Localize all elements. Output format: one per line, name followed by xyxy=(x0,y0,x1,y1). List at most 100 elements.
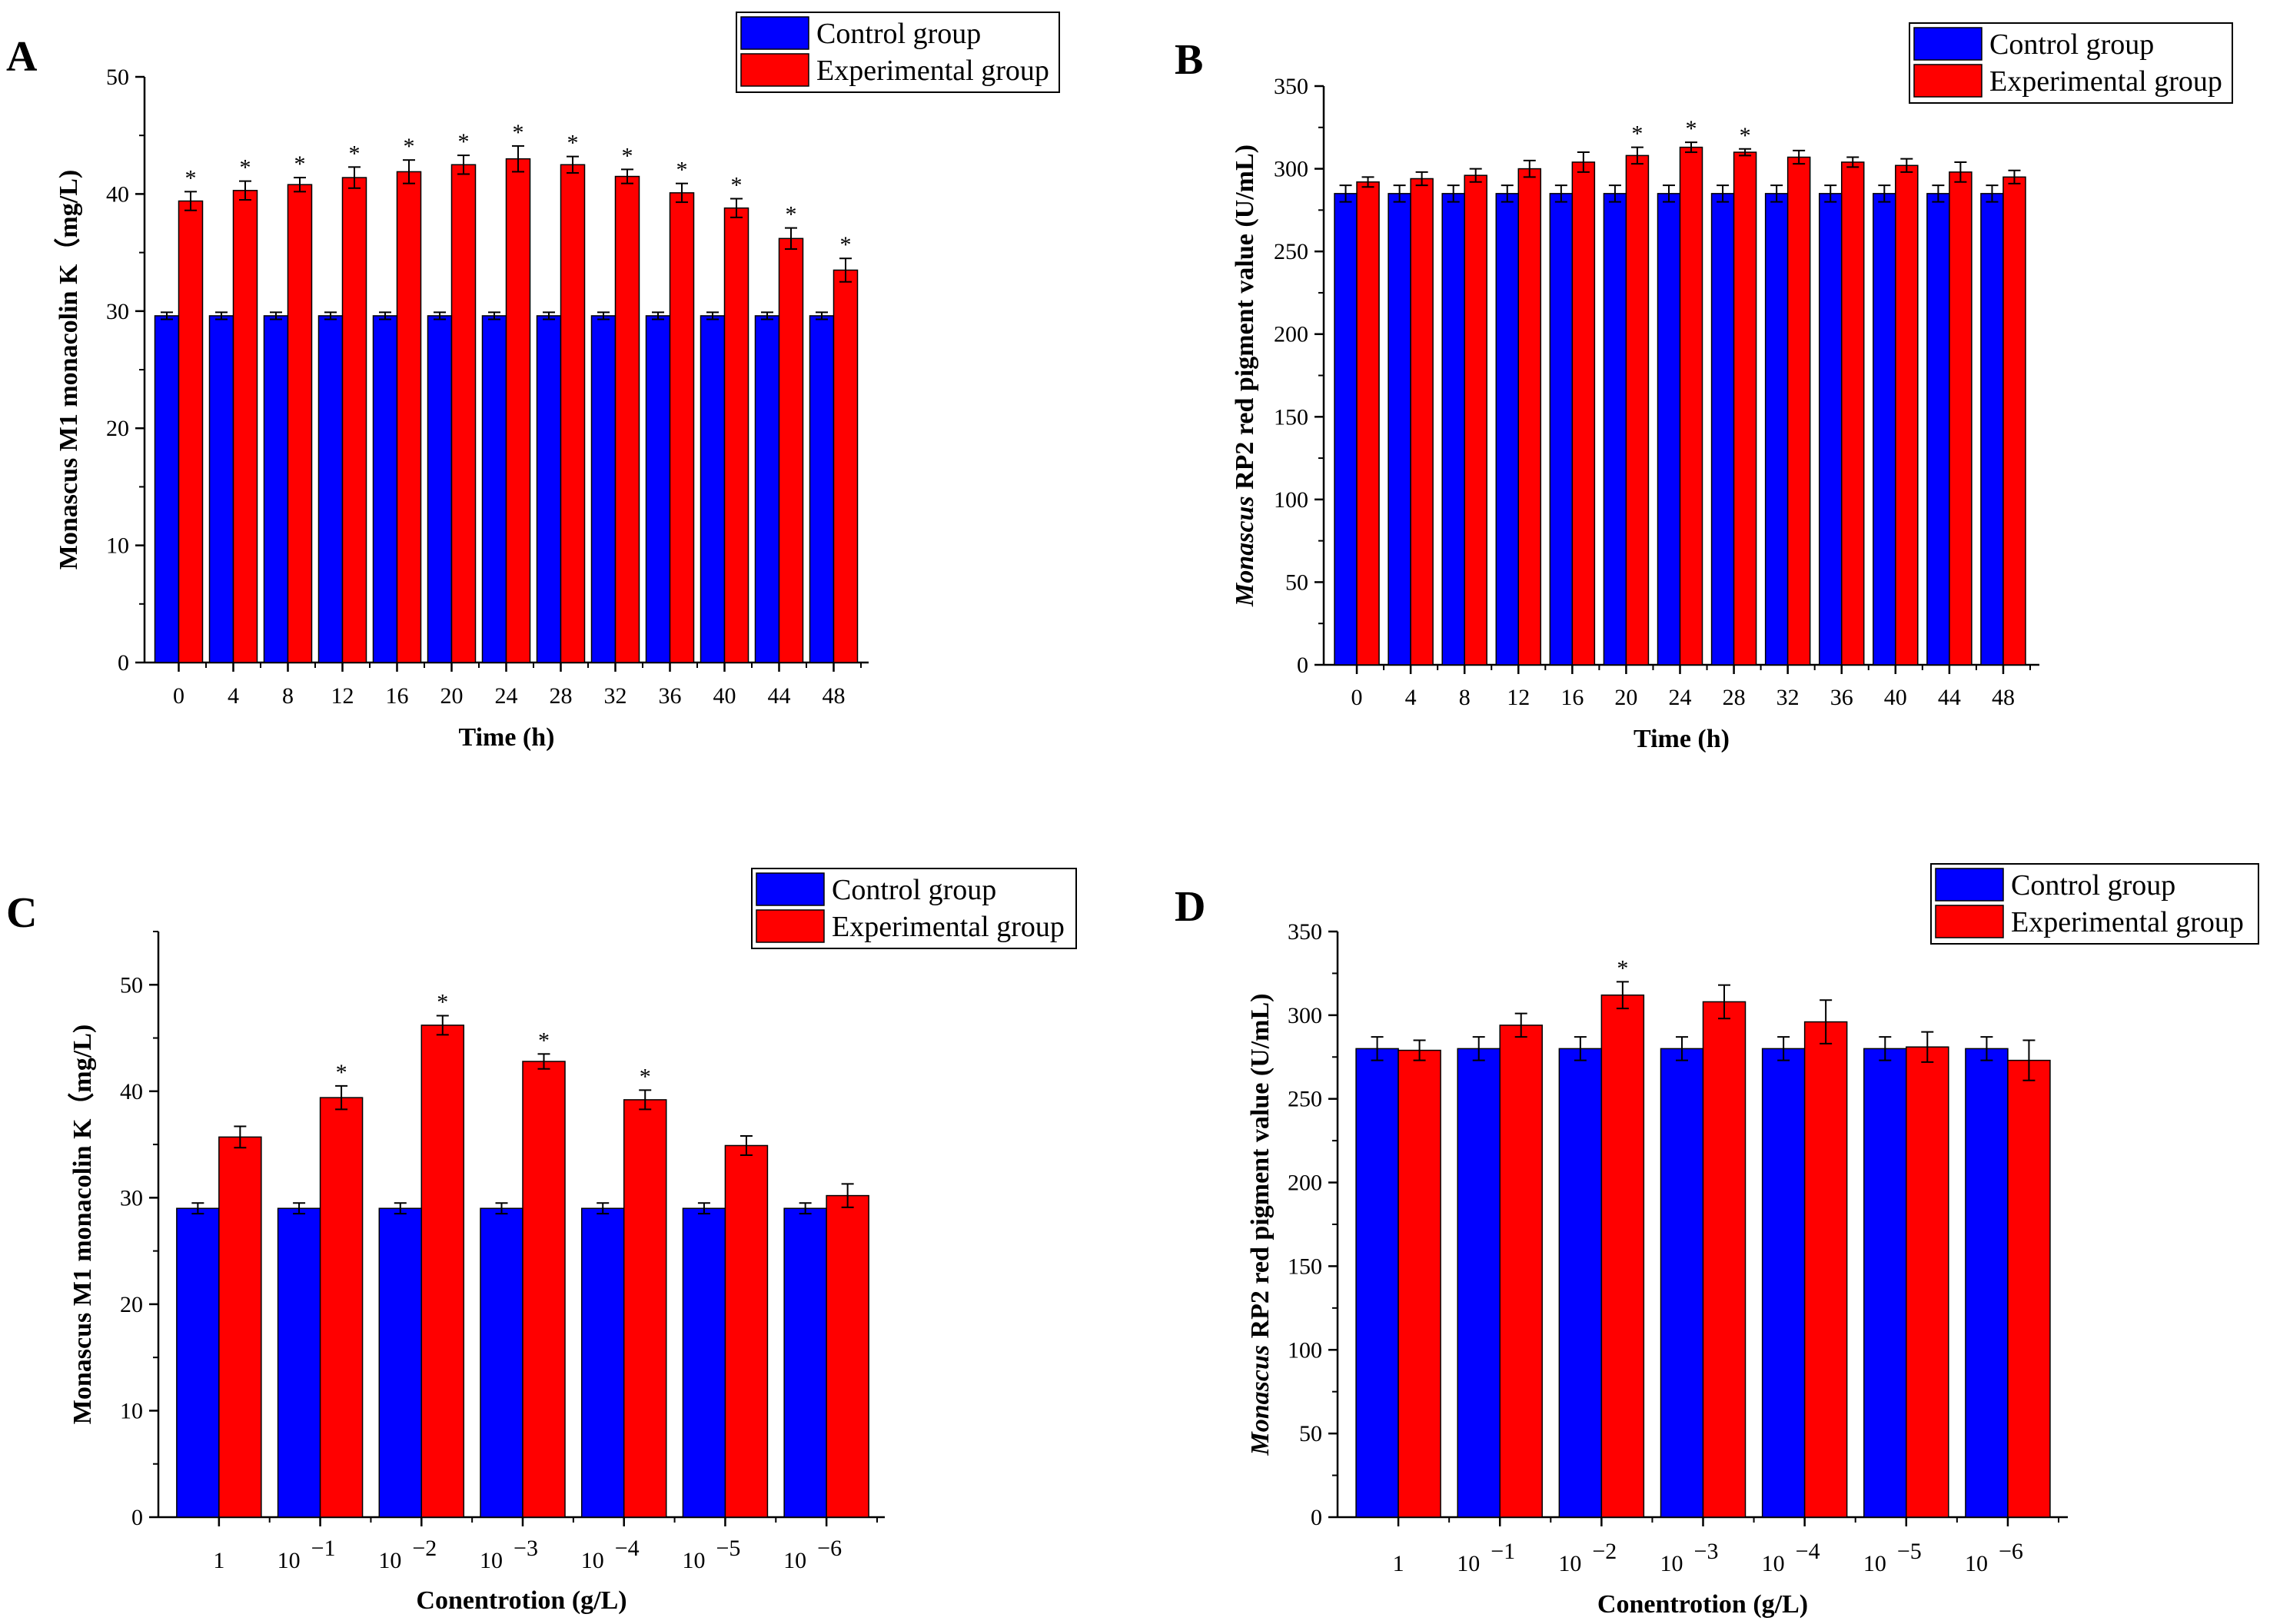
experimental-error-bar xyxy=(730,198,743,218)
control-error-bar xyxy=(543,311,555,320)
legend-swatch-experimental xyxy=(1913,64,1983,98)
control-error-bar xyxy=(1574,1036,1587,1061)
legend-swatch-experimental xyxy=(756,909,825,943)
x-tick-label: 44 xyxy=(1938,685,1961,710)
y-tick-label: 0 xyxy=(118,650,129,676)
significance-mark: * xyxy=(622,143,633,168)
experimental-error-bar xyxy=(436,1015,449,1036)
control-error-bar xyxy=(1447,184,1460,203)
y-tick-label: 350 xyxy=(1274,74,1308,99)
x-tick-label: 10 −6 xyxy=(783,1536,842,1573)
control-bar xyxy=(208,315,234,663)
experimental-error-bar xyxy=(839,257,852,283)
control-error-bar xyxy=(379,311,391,320)
experimental-bar xyxy=(669,192,695,663)
significance-mark: * xyxy=(640,1064,651,1089)
x-tick-label: 1 xyxy=(1393,1551,1404,1576)
control-bar xyxy=(378,1207,423,1518)
legend-label-control: Control group xyxy=(832,874,996,906)
y-axis-title: Monascus RP2 red pigment value (U/mL) xyxy=(1231,144,1259,607)
experimental-error-bar xyxy=(1415,171,1428,187)
control-bar xyxy=(1334,193,1358,666)
x-tick-label: 10 −4 xyxy=(581,1536,640,1573)
significance-mark: * xyxy=(513,120,524,145)
experimental-error-bar xyxy=(1921,1031,1934,1063)
control-bar xyxy=(176,1207,220,1518)
legend-label-control: Control group xyxy=(1989,28,2154,61)
control-error-bar xyxy=(270,311,282,320)
significance-mark: * xyxy=(404,134,415,159)
control-error-bar xyxy=(1980,1036,1993,1061)
control-bar xyxy=(700,315,726,663)
y-tick-label: 50 xyxy=(106,65,129,90)
experimental-bar xyxy=(1840,161,1865,666)
legend-swatch-experimental xyxy=(740,53,809,87)
y-tick-label: 20 xyxy=(106,416,129,441)
experimental-error-bar xyxy=(785,227,797,251)
y-tick-label: 50 xyxy=(120,972,143,998)
control-error-bar xyxy=(434,311,446,320)
legend-swatch-experimental xyxy=(1935,905,2004,938)
experimental-bar xyxy=(2002,176,2026,666)
y-tick-label: 40 xyxy=(120,1079,143,1104)
x-tick-label: 10 −1 xyxy=(1457,1539,1515,1576)
y-tick-label: 10 xyxy=(106,533,129,559)
experimental-bar xyxy=(826,1194,869,1518)
experimental-error-bar xyxy=(639,1089,652,1111)
experimental-error-bar xyxy=(537,1053,550,1070)
x-tick-label: 10 −1 xyxy=(278,1536,336,1573)
x-tick-label: 28 xyxy=(1723,685,1746,710)
legend-swatch-control xyxy=(1913,27,1983,61)
chart-panel-a: A 0 10 20 30 40 50 0 * 4 * 8 * 12 * 16 * 20 * 24 * 28 * 32 * 36 * 4… xyxy=(6,12,1060,752)
experimental-error-bar xyxy=(1718,984,1730,1020)
control-error-bar xyxy=(324,311,337,320)
experimental-bar xyxy=(1786,156,1811,666)
control-error-bar xyxy=(488,311,500,320)
x-tick-label: 20 xyxy=(1614,685,1637,710)
experimental-bar xyxy=(450,164,477,663)
experimental-bar xyxy=(1517,168,1542,666)
control-error-bar xyxy=(1676,1036,1688,1061)
significance-mark: * xyxy=(1686,116,1697,141)
control-error-bar xyxy=(1932,184,1945,203)
experimental-bar xyxy=(1571,161,1596,666)
control-bar xyxy=(1660,1048,1704,1518)
x-tick-label: 10 −2 xyxy=(1558,1539,1617,1576)
control-bar xyxy=(372,315,398,663)
control-error-bar xyxy=(761,311,773,320)
experimental-bar xyxy=(724,1144,769,1518)
y-tick-label: 200 xyxy=(1288,1171,1322,1196)
experimental-bar xyxy=(341,177,367,663)
experimental-bar xyxy=(505,158,531,663)
control-bar xyxy=(809,315,835,663)
control-error-bar xyxy=(1339,184,1352,203)
control-bar xyxy=(1980,193,2004,666)
experimental-bar xyxy=(778,237,804,663)
control-bar xyxy=(1657,193,1681,666)
control-bar xyxy=(1457,1048,1501,1518)
control-error-bar xyxy=(1472,1036,1485,1061)
experimental-bar xyxy=(1949,171,1973,666)
experimental-error-bar xyxy=(1954,161,1967,183)
control-error-bar xyxy=(1777,1036,1790,1061)
experimental-error-bar xyxy=(1514,1012,1527,1038)
experimental-bar xyxy=(1499,1025,1543,1518)
control-error-bar xyxy=(697,1202,710,1215)
y-tick-label: 10 xyxy=(120,1398,143,1423)
control-error-bar xyxy=(1824,184,1837,203)
control-error-bar xyxy=(1554,184,1567,203)
control-bar xyxy=(580,1207,625,1518)
chart-panel-c: C 0 10 20 30 40 50 1 10 −1 * 10 −2 * 10 −3 * 10 −4 * 10 −5 10−… xyxy=(6,868,1077,1615)
control-error-bar xyxy=(293,1202,306,1215)
control-bar xyxy=(754,315,780,663)
legend: Control group Experimental group xyxy=(1909,22,2233,104)
experimental-error-bar xyxy=(1685,141,1697,154)
experimental-bar xyxy=(1464,174,1487,666)
control-bar xyxy=(480,1207,523,1518)
experimental-error-bar xyxy=(184,191,197,211)
legend: Control group Experimental group xyxy=(1930,863,2259,945)
control-bar xyxy=(1926,193,1950,666)
control-bar xyxy=(783,1207,827,1518)
experimental-error-bar xyxy=(234,1125,247,1149)
experimental-error-bar xyxy=(335,1084,348,1111)
